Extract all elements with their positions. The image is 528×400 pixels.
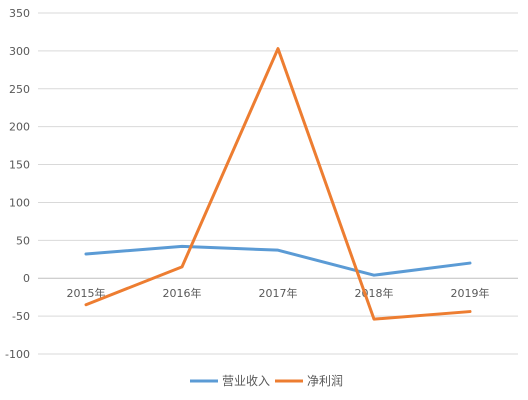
legend-label-2: 净利润 xyxy=(307,374,343,388)
y-tick-label: 100 xyxy=(9,196,30,209)
y-tick-label: 0 xyxy=(23,272,30,285)
y-tick-label: 250 xyxy=(9,83,30,96)
y-tick-label: 350 xyxy=(9,7,30,20)
x-tick-label: 2018年 xyxy=(355,286,394,300)
legend: 营业收入 净利润 xyxy=(190,374,343,388)
y-axis: -100 -50 0 50 100 150 200 250 300 350 xyxy=(5,7,30,361)
y-tick-label: 300 xyxy=(9,45,30,58)
x-tick-label: 2016年 xyxy=(163,286,202,300)
legend-label-1: 营业收入 xyxy=(222,374,270,388)
gridlines xyxy=(38,12,518,355)
y-tick-label: 200 xyxy=(9,121,30,134)
y-tick-label: -50 xyxy=(12,310,30,323)
x-axis: 2015年 2016年 2017年 2018年 2019年 xyxy=(67,286,490,300)
series-line-1 xyxy=(84,244,472,277)
x-tick-label: 2015年 xyxy=(67,286,106,300)
y-tick-label: 150 xyxy=(9,159,30,172)
series-line-2 xyxy=(84,47,472,321)
series-lines xyxy=(84,47,472,321)
y-tick-label: 50 xyxy=(16,234,30,247)
y-tick-label: -100 xyxy=(5,348,30,361)
x-tick-label: 2019年 xyxy=(451,286,490,300)
x-tick-label: 2017年 xyxy=(259,286,298,300)
